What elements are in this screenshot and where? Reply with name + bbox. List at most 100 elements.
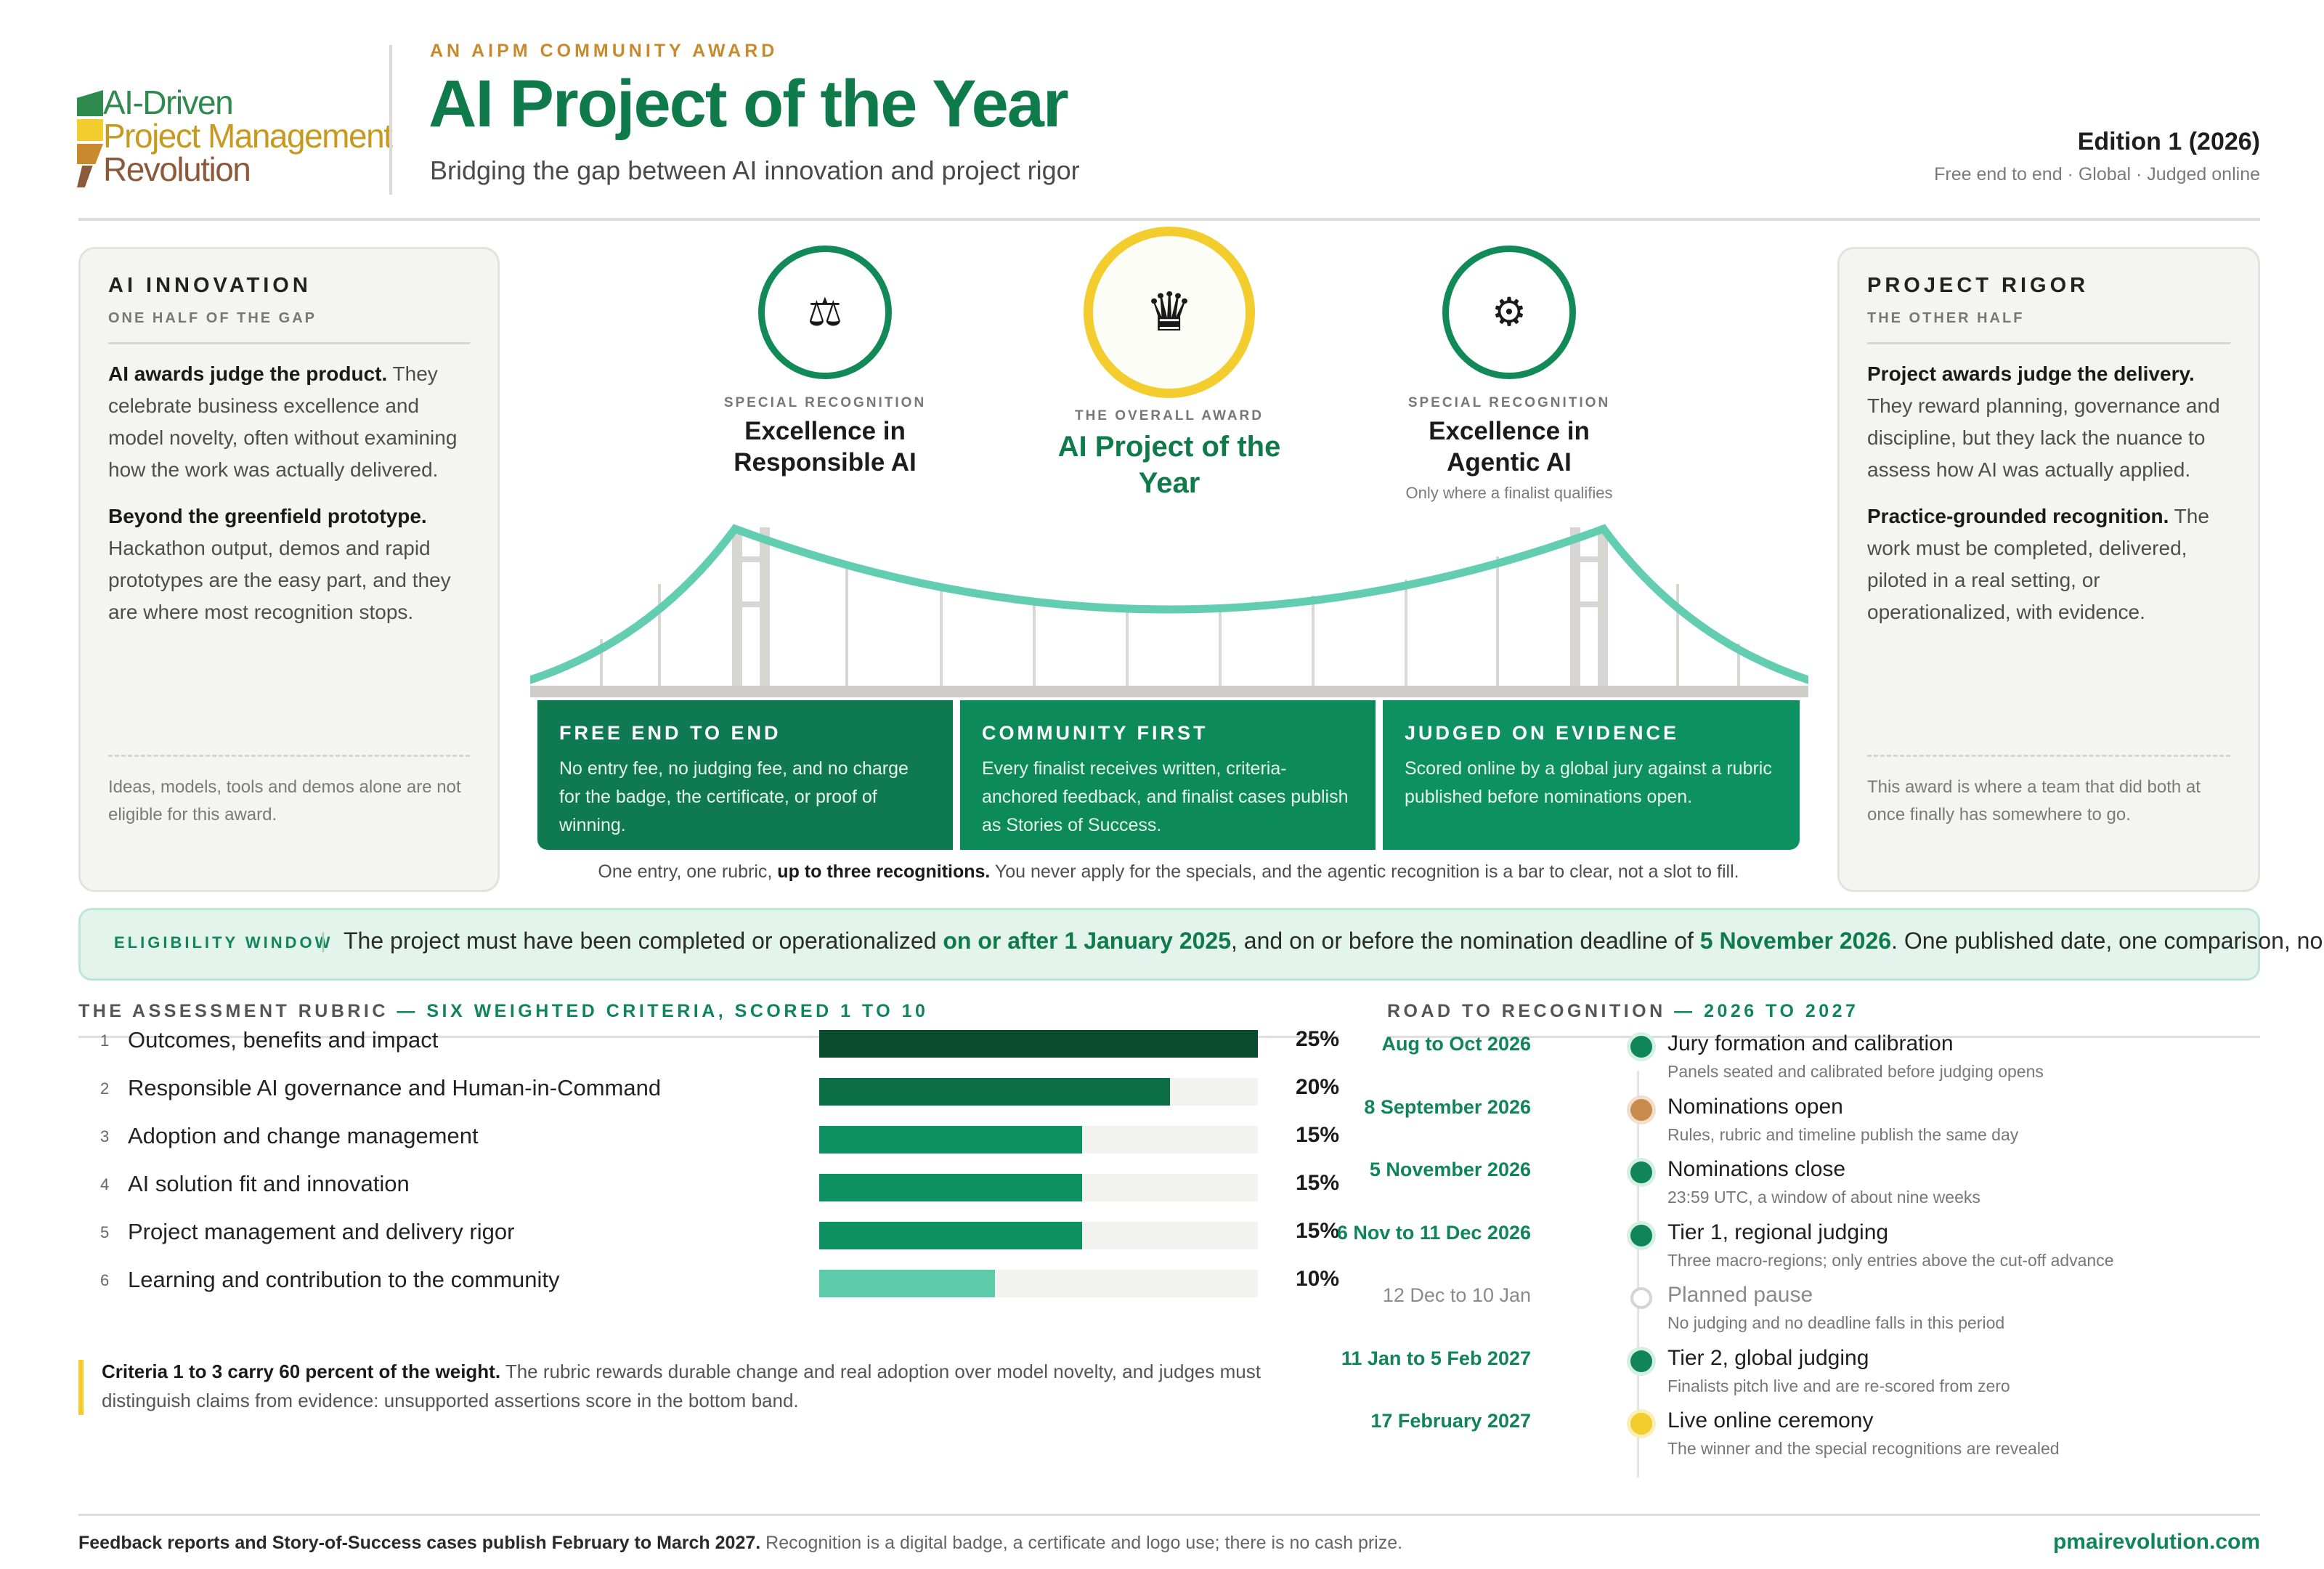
panel-rule: [1867, 342, 2230, 344]
weight-bar: [819, 1078, 1171, 1106]
caption-emphasis: up to three recognitions.: [777, 861, 991, 882]
criterion-label: Project management and delivery rigor: [128, 1219, 515, 1244]
event-title: Planned pause: [1667, 1283, 1813, 1307]
rubric-heading: THE ASSESSMENT RUBRIC — SIX WEIGHTED CRI…: [78, 1001, 928, 1022]
paragraph-lead: AI awards judge the product.: [108, 362, 388, 385]
rubric-note-text: The rubric rewards durable change and re…: [102, 1361, 1261, 1411]
rubric-row: 5 Project management and delivery rigor 15…: [78, 1215, 1339, 1255]
rubric-note: Criteria 1 to 3 carry 60 percent of the …: [102, 1357, 1329, 1415]
event-marker-icon: [1630, 1098, 1652, 1121]
pillar-body: Every finalist receives written, criteri…: [982, 758, 1349, 835]
event-description: Finalists pitch live and are re-scored f…: [1667, 1376, 2010, 1395]
criterion-weight: 15%: [1295, 1123, 1339, 1147]
award-name: AI Project of the Year: [1057, 431, 1281, 499]
caption-text: One entry, one rubric,: [598, 861, 778, 882]
event-date: 6 Nov to 11 Dec 2026: [1336, 1221, 1531, 1244]
pillar-title: COMMUNITY FIRST: [982, 722, 1208, 744]
event-description: No judging and no deadline falls in this…: [1667, 1313, 2005, 1332]
eligibility-text-part: The project must have been completed or …: [344, 928, 943, 954]
footer-link[interactable]: pmairevolution.com: [2052, 1530, 2260, 1554]
bridge-cable: [530, 524, 1808, 684]
agentic-ai-medal: ⚙: [1442, 246, 1576, 379]
weight-bar-track: [819, 1222, 1258, 1249]
event-title: Tier 2, global judging: [1667, 1345, 1869, 1370]
edition-subtext: Free end to end · Global · Judged online: [1934, 164, 2260, 185]
pillar-title: JUDGED ON EVIDENCE: [1405, 722, 1680, 744]
logo-line-1: AI-Driven: [103, 84, 234, 121]
panel-paragraph: AI awards judge the product. They celebr…: [108, 358, 476, 486]
rubric-note-lead: Criteria 1 to 3 carry 60 percent of the …: [102, 1361, 501, 1382]
event-date: 5 November 2026: [1369, 1159, 1531, 1180]
criterion-label: AI solution fit and innovation: [128, 1171, 410, 1196]
footer-note-text: Recognition is a digital badge, a certif…: [760, 1533, 1403, 1553]
edition-label: Edition 1 (2026): [2077, 128, 2260, 155]
header-rule: [78, 218, 2260, 221]
overall-award-label: THE OVERALL AWARD AI Project of the Year: [1055, 408, 1284, 501]
eligibility-banner: ELIGIBILITY WINDOW | The project must ha…: [78, 908, 2324, 981]
rubric-note-accent: [78, 1360, 84, 1415]
criterion-label: Adoption and change management: [128, 1123, 479, 1148]
panel-footnote: This award is where a team that did both…: [1867, 777, 2201, 824]
weight-bar: [819, 1174, 1083, 1201]
pillar-judged-on-evidence: JUDGED ON EVIDENCE Scored online by a gl…: [1383, 700, 1800, 850]
criterion-weight: 10%: [1295, 1267, 1339, 1291]
event-date: 11 Jan to 5 Feb 2027: [1341, 1347, 1531, 1369]
criterion-weight: 15%: [1295, 1171, 1339, 1195]
timeline-event: 17 February 2027 Live online ceremony The …: [1370, 1407, 2260, 1471]
eligibility-separator: |: [320, 929, 326, 953]
award-name: Excellence in Responsible AI: [734, 417, 917, 477]
responsible-ai-label: SPECIAL RECOGNITION Excellence in Respon…: [712, 395, 938, 478]
event-description: 23:59 UTC, a window of about nine weeks: [1667, 1188, 1980, 1207]
panel-paragraph: Project awards judge the delivery. They …: [1867, 358, 2236, 486]
eligibility-deadline: 5 November 2026: [1699, 928, 1892, 954]
weight-bar: [819, 1270, 995, 1297]
award-note: Only where a finalist qualifies: [1405, 484, 1613, 502]
scales-icon: ⚖: [807, 289, 843, 335]
event-title: Nominations close: [1667, 1157, 1846, 1181]
bridge-tower-left: [732, 527, 770, 694]
overall-award-medal: ♛: [1084, 227, 1255, 398]
rubric-row: 1 Outcomes, benefits and impact 25%: [78, 1023, 1339, 1063]
event-title: Nominations open: [1667, 1094, 1843, 1119]
eyebrow: AN AIPM COMMUNITY AWARD: [430, 41, 779, 61]
panel-title: PROJECT RIGOR: [1867, 274, 2089, 297]
award-name: Excellence in Agentic AI: [1429, 417, 1590, 477]
event-date: Aug to Oct 2026: [1381, 1033, 1531, 1055]
pillar-body: Scored online by a global jury against a…: [1405, 758, 1772, 807]
paragraph-text: They reward planning, governance and dis…: [1867, 394, 2220, 481]
agentic-ai-label: SPECIAL RECOGNITION Excellence in Agenti…: [1390, 395, 1628, 503]
weight-bar-track: [819, 1078, 1258, 1106]
timeline-event: 8 September 2026 Nominations open Rules, r…: [1364, 1093, 2260, 1157]
rubric-heading-highlight: — SIX WEIGHTED CRITERIA, SCORED 1 TO 10: [388, 1001, 929, 1021]
page-title: AI Project of the Year: [428, 67, 1069, 141]
criterion-number: 6: [100, 1271, 110, 1289]
weight-bar-track: [819, 1270, 1258, 1297]
event-description: The winner and the special recognitions …: [1667, 1439, 2060, 1458]
event-date: 8 September 2026: [1364, 1095, 1531, 1118]
rubric-heading-text: THE ASSESSMENT RUBRIC: [78, 1001, 389, 1021]
event-date: 17 February 2027: [1370, 1410, 1531, 1432]
logo-line-3: Revolution: [103, 150, 251, 188]
footer-note-lead: Feedback reports and Story-of-Success ca…: [78, 1533, 761, 1553]
panel-body: Project awards judge the delivery. They …: [1867, 358, 2236, 643]
event-marker-icon: [1630, 1224, 1652, 1246]
event-marker-icon: [1630, 1287, 1652, 1309]
eligibility-text: The project must have been completed or …: [344, 928, 2324, 954]
weight-bar-track: [819, 1030, 1258, 1058]
event-description: Rules, rubric and timeline publish the s…: [1667, 1124, 2019, 1144]
eligibility-text-part: . One published date, one comparison, no…: [1891, 928, 2324, 954]
logo-line-2: Project Management: [103, 117, 393, 155]
timeline-event: 5 November 2026 Nominations close 23:59 UT…: [1370, 1156, 2260, 1220]
pillar-community-first: COMMUNITY FIRST Every finalist receives …: [960, 700, 1376, 850]
event-description: Panels seated and calibrated before judg…: [1667, 1062, 2044, 1081]
panel-subtitle: THE OTHER HALF: [1867, 310, 2025, 326]
rubric-rule: [78, 1036, 1339, 1038]
eligibility-text-part: , and on or before the nomination deadli…: [1231, 928, 1700, 954]
footer-rule: [78, 1514, 2260, 1516]
event-date: 12 Dec to 10 Jan: [1382, 1284, 1531, 1306]
eligibility-label: ELIGIBILITY WINDOW: [114, 933, 333, 952]
panel-paragraph: Practice-grounded recognition. The work …: [1867, 500, 2236, 628]
criterion-number: 5: [100, 1223, 110, 1241]
timeline-heading-highlight: — 2026 TO 2027: [1665, 1001, 1859, 1021]
panel-body: AI awards judge the product. They celebr…: [108, 358, 476, 643]
